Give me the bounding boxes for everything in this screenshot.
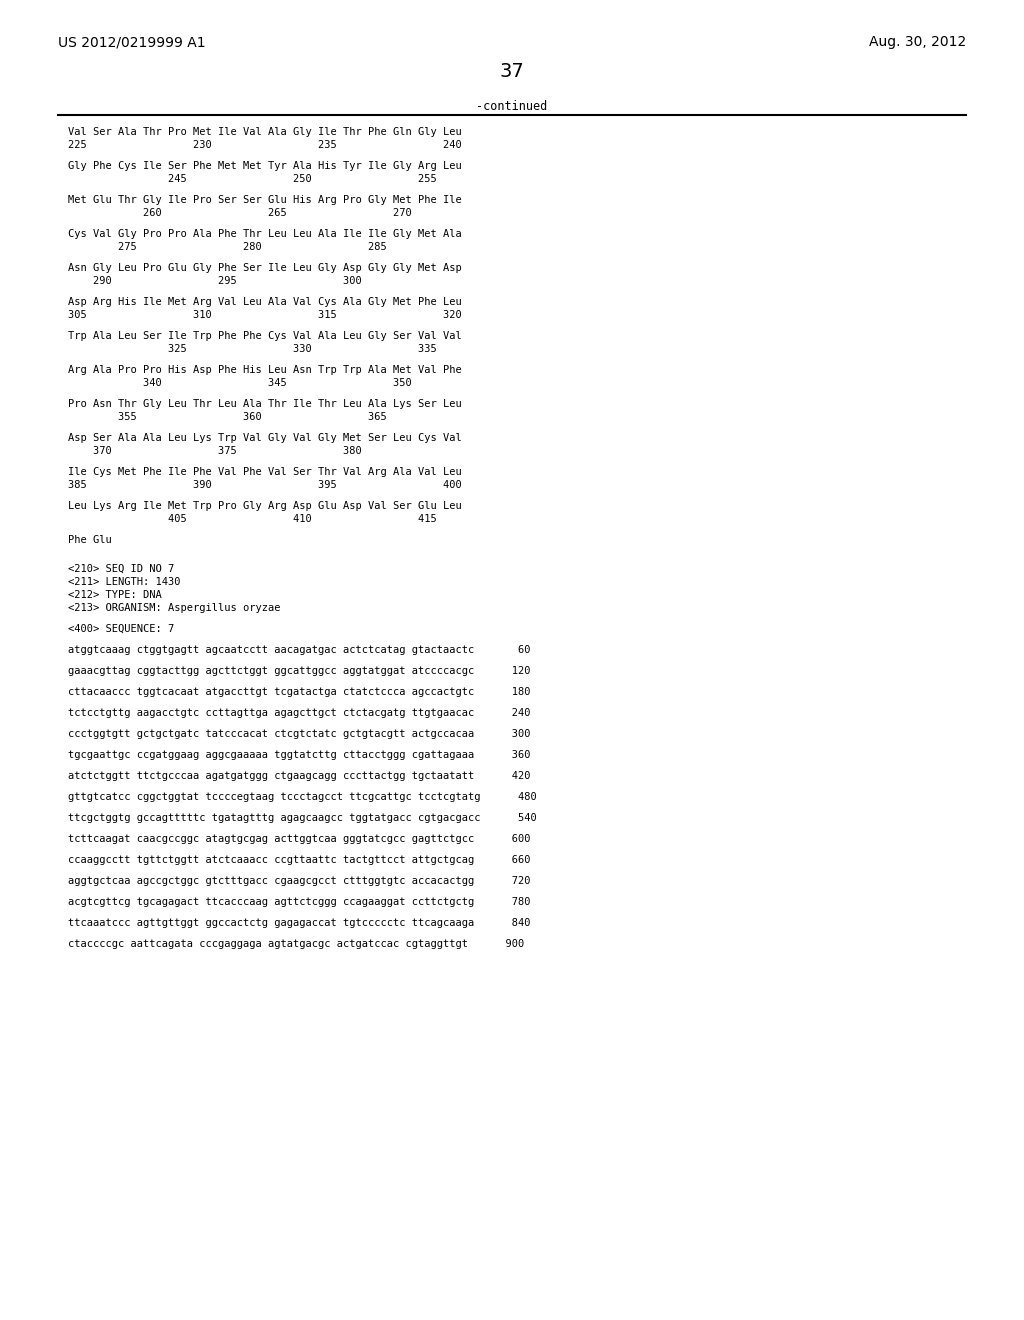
Text: acgtcgttcg tgcagagact ttcacccaag agttctcggg ccagaaggat ccttctgctg      780: acgtcgttcg tgcagagact ttcacccaag agttctc… <box>68 898 530 907</box>
Text: cttacaaccc tggtcacaat atgaccttgt tcgatactga ctatctccca agccactgtc      180: cttacaaccc tggtcacaat atgaccttgt tcgatac… <box>68 686 530 697</box>
Text: Ile Cys Met Phe Ile Phe Val Phe Val Ser Thr Val Arg Ala Val Leu: Ile Cys Met Phe Ile Phe Val Phe Val Ser … <box>68 467 462 477</box>
Text: Leu Lys Arg Ile Met Trp Pro Gly Arg Asp Glu Asp Val Ser Glu Leu: Leu Lys Arg Ile Met Trp Pro Gly Arg Asp … <box>68 502 462 511</box>
Text: 385                 390                 395                 400: 385 390 395 400 <box>68 480 462 490</box>
Text: ccctggtgtt gctgctgatc tatcccacat ctcgtctatc gctgtacgtt actgccacaa      300: ccctggtgtt gctgctgatc tatcccacat ctcgtct… <box>68 729 530 739</box>
Text: 260                 265                 270: 260 265 270 <box>68 209 412 218</box>
Text: Gly Phe Cys Ile Ser Phe Met Met Tyr Ala His Tyr Ile Gly Arg Leu: Gly Phe Cys Ile Ser Phe Met Met Tyr Ala … <box>68 161 462 172</box>
Text: 275                 280                 285: 275 280 285 <box>68 242 387 252</box>
Text: Cys Val Gly Pro Pro Ala Phe Thr Leu Leu Ala Ile Ile Gly Met Ala: Cys Val Gly Pro Pro Ala Phe Thr Leu Leu … <box>68 228 462 239</box>
Text: <211> LENGTH: 1430: <211> LENGTH: 1430 <box>68 577 180 587</box>
Text: 355                 360                 365: 355 360 365 <box>68 412 387 422</box>
Text: 290                 295                 300: 290 295 300 <box>68 276 361 286</box>
Text: <213> ORGANISM: Aspergillus oryzae: <213> ORGANISM: Aspergillus oryzae <box>68 603 281 612</box>
Text: Asp Ser Ala Ala Leu Lys Trp Val Gly Val Gly Met Ser Leu Cys Val: Asp Ser Ala Ala Leu Lys Trp Val Gly Val … <box>68 433 462 444</box>
Text: <212> TYPE: DNA: <212> TYPE: DNA <box>68 590 162 601</box>
Text: Aug. 30, 2012: Aug. 30, 2012 <box>868 36 966 49</box>
Text: Val Ser Ala Thr Pro Met Ile Val Ala Gly Ile Thr Phe Gln Gly Leu: Val Ser Ala Thr Pro Met Ile Val Ala Gly … <box>68 127 462 137</box>
Text: gaaacgttag cggtacttgg agcttctggt ggcattggcc aggtatggat atccccacgc      120: gaaacgttag cggtacttgg agcttctggt ggcattg… <box>68 667 530 676</box>
Text: Pro Asn Thr Gly Leu Thr Leu Ala Thr Ile Thr Leu Ala Lys Ser Leu: Pro Asn Thr Gly Leu Thr Leu Ala Thr Ile … <box>68 399 462 409</box>
Text: 245                 250                 255: 245 250 255 <box>68 174 437 183</box>
Text: tcttcaagat caacgccggc atagtgcgag acttggtcaa gggtatcgcc gagttctgcc      600: tcttcaagat caacgccggc atagtgcgag acttggt… <box>68 834 530 843</box>
Text: ttcgctggtg gccagtttttc tgatagtttg agagcaagcc tggtatgacc cgtgacgacc      540: ttcgctggtg gccagtttttc tgatagtttg agagca… <box>68 813 537 822</box>
Text: aggtgctcaa agccgctggc gtctttgacc cgaagcgcct ctttggtgtc accacactgg      720: aggtgctcaa agccgctggc gtctttgacc cgaagcg… <box>68 876 530 886</box>
Text: ctaccccgc aattcagata cccgaggaga agtatgacgc actgatccac cgtaggttgt      900: ctaccccgc aattcagata cccgaggaga agtatgac… <box>68 939 524 949</box>
Text: <210> SEQ ID NO 7: <210> SEQ ID NO 7 <box>68 564 174 574</box>
Text: 340                 345                 350: 340 345 350 <box>68 378 412 388</box>
Text: Met Glu Thr Gly Ile Pro Ser Ser Glu His Arg Pro Gly Met Phe Ile: Met Glu Thr Gly Ile Pro Ser Ser Glu His … <box>68 195 462 205</box>
Text: ccaaggcctt tgttctggtt atctcaaacc ccgttaattc tactgttcct attgctgcag      660: ccaaggcctt tgttctggtt atctcaaacc ccgttaa… <box>68 855 530 865</box>
Text: gttgtcatcc cggctggtat tccccegtaag tccctagcct ttcgcattgc tcctcgtatg      480: gttgtcatcc cggctggtat tccccegtaag tcccta… <box>68 792 537 803</box>
Text: -continued: -continued <box>476 100 548 114</box>
Text: 405                 410                 415: 405 410 415 <box>68 513 437 524</box>
Text: atggtcaaag ctggtgagtt agcaatcctt aacagatgac actctcatag gtactaactc       60: atggtcaaag ctggtgagtt agcaatcctt aacagat… <box>68 645 530 655</box>
Text: <400> SEQUENCE: 7: <400> SEQUENCE: 7 <box>68 624 174 634</box>
Text: Arg Ala Pro Pro His Asp Phe His Leu Asn Trp Trp Ala Met Val Phe: Arg Ala Pro Pro His Asp Phe His Leu Asn … <box>68 366 462 375</box>
Text: tgcgaattgc ccgatggaag aggcgaaaaa tggtatcttg cttacctggg cgattagaaa      360: tgcgaattgc ccgatggaag aggcgaaaaa tggtatc… <box>68 750 530 760</box>
Text: Asn Gly Leu Pro Glu Gly Phe Ser Ile Leu Gly Asp Gly Gly Met Asp: Asn Gly Leu Pro Glu Gly Phe Ser Ile Leu … <box>68 263 462 273</box>
Text: tctcctgttg aagacctgtc ccttagttga agagcttgct ctctacgatg ttgtgaacac      240: tctcctgttg aagacctgtc ccttagttga agagctt… <box>68 708 530 718</box>
Text: atctctggtt ttctgcccaa agatgatggg ctgaagcagg cccttactgg tgctaatatt      420: atctctggtt ttctgcccaa agatgatggg ctgaagc… <box>68 771 530 781</box>
Text: Asp Arg His Ile Met Arg Val Leu Ala Val Cys Ala Gly Met Phe Leu: Asp Arg His Ile Met Arg Val Leu Ala Val … <box>68 297 462 308</box>
Text: US 2012/0219999 A1: US 2012/0219999 A1 <box>58 36 206 49</box>
Text: ttcaaatccc agttgttggt ggccactctg gagagaccat tgtccccctc ttcagcaaga      840: ttcaaatccc agttgttggt ggccactctg gagagac… <box>68 917 530 928</box>
Text: 37: 37 <box>500 62 524 81</box>
Text: Phe Glu: Phe Glu <box>68 535 112 545</box>
Text: Trp Ala Leu Ser Ile Trp Phe Phe Cys Val Ala Leu Gly Ser Val Val: Trp Ala Leu Ser Ile Trp Phe Phe Cys Val … <box>68 331 462 341</box>
Text: 305                 310                 315                 320: 305 310 315 320 <box>68 310 462 319</box>
Text: 370                 375                 380: 370 375 380 <box>68 446 361 455</box>
Text: 325                 330                 335: 325 330 335 <box>68 345 437 354</box>
Text: 225                 230                 235                 240: 225 230 235 240 <box>68 140 462 150</box>
